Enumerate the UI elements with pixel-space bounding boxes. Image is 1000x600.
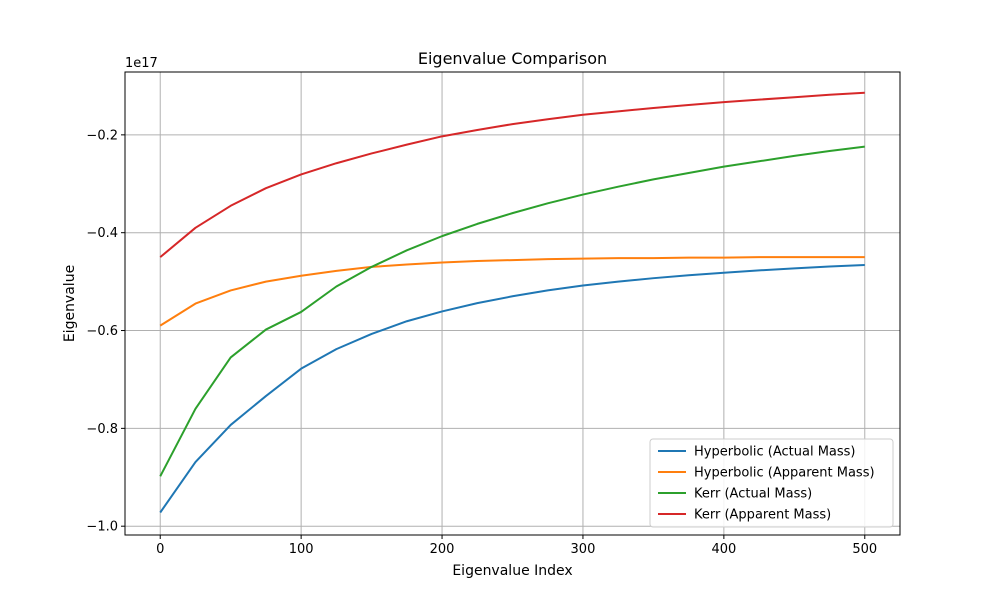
y-tick-label: −0.8 [86,422,118,437]
x-tick-label: 400 [711,542,736,557]
x-tick-label: 300 [571,542,596,557]
x-tick-label: 100 [289,542,314,557]
series-lines [159,91,865,514]
series-line-2 [159,256,865,327]
legend-label-3: Kerr (Actual Mass) [694,487,812,502]
x-axis-label: Eigenvalue Index [452,563,572,579]
y-tick-label: −0.2 [86,128,118,143]
legend-box [649,438,894,528]
plot-area-frame [124,71,901,536]
y-tick-label: −0.6 [86,324,118,339]
y-axis-label: Eigenvalue [62,265,78,342]
legend-label-2: Hyperbolic (Apparent Mass) [694,466,875,481]
series-line-3 [159,145,865,477]
y-tick-label: −1.0 [86,520,118,535]
x-tick-label: 500 [852,542,877,557]
x-tick-label: 200 [430,542,455,557]
axis-ticks: 0 100 200 300 400 500 −1.0 −0.8 −0.6 −0.4 −0.2 [86,128,877,557]
legend-label-4: Kerr (Apparent Mass) [694,508,831,523]
y-tick-label: −0.4 [86,226,118,241]
series-line-4 [159,91,865,258]
series-line-1 [159,263,865,514]
legend: Hyperbolic (Actual Mass) Hyperbolic (Appa… [649,438,894,528]
chart-title: Eigenvalue Comparison [418,49,607,68]
y-offset-label: 1e17 [125,56,158,71]
legend-label-1: Hyperbolic (Actual Mass) [694,445,856,460]
x-tick-label: 0 [156,542,164,557]
